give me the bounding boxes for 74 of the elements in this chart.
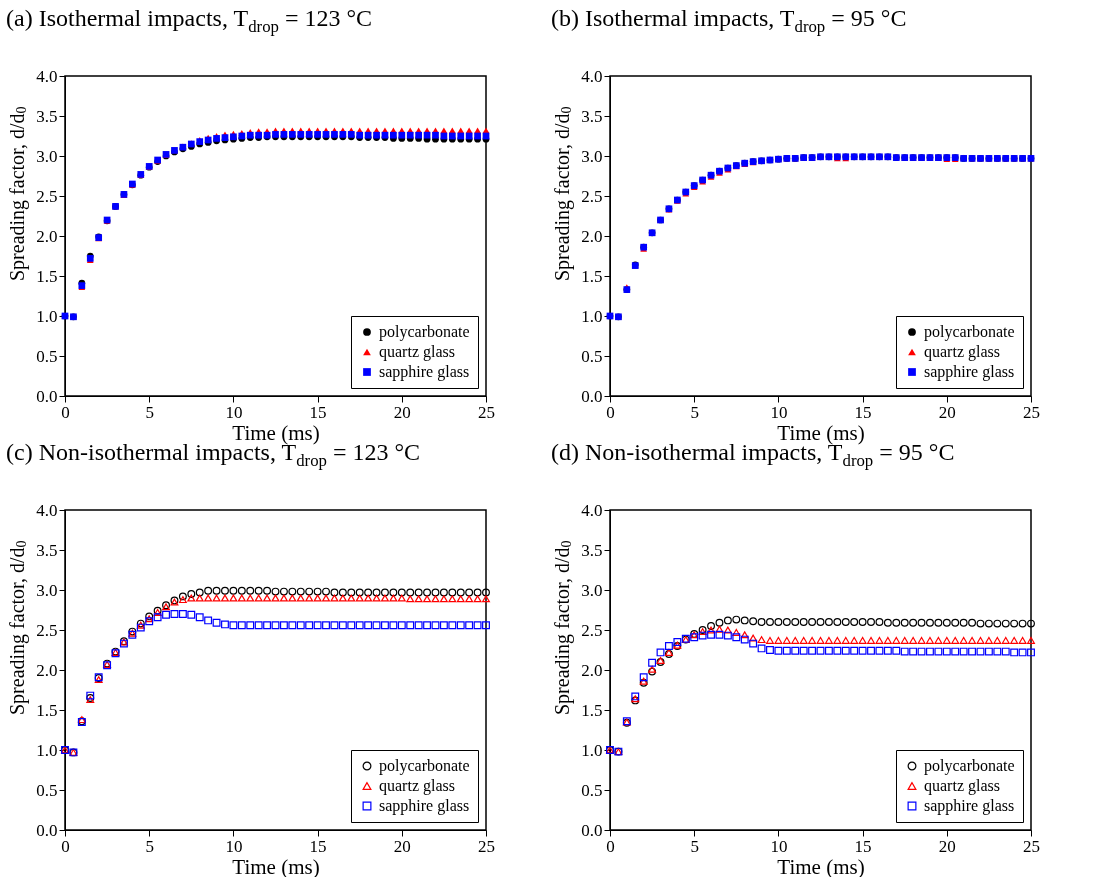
x-tick-label: 25	[478, 402, 495, 422]
y-tick-label: 4.0	[36, 66, 58, 86]
legend-label: quartz glass	[379, 343, 455, 361]
x-tick-label: 20	[938, 402, 956, 422]
x-tick-label: 10	[225, 402, 243, 422]
y-tick-label: 4.0	[581, 66, 603, 86]
y-tick-label: 3.0	[581, 580, 603, 600]
y-tick-label: 2.5	[581, 620, 603, 640]
y-tick-label: 3.5	[36, 540, 58, 560]
x-tick-label: 15	[309, 402, 327, 422]
y-tick-label: 3.5	[581, 106, 603, 126]
y-tick-label: 1.5	[581, 266, 603, 286]
legend-label: polycarbonate	[924, 323, 1015, 341]
y-tick-label: 0.5	[581, 346, 603, 366]
y-tick-label: 2.0	[36, 226, 58, 246]
x-tick-label: 5	[690, 836, 699, 856]
y-tick-label: 3.5	[36, 106, 58, 126]
x-tick-label: 0	[61, 402, 70, 422]
y-tick-label: 3.5	[581, 540, 603, 560]
x-tick-label: 10	[770, 402, 788, 422]
x-tick-label: 15	[854, 836, 872, 856]
y-tick-label: 2.5	[581, 186, 603, 206]
y-tick-label: 1.5	[36, 700, 58, 720]
chart-title: (b) Isothermal impacts, T$_{drop}$ = 95 °C	[551, 4, 908, 36]
y-tick-label: 1.0	[36, 306, 58, 326]
legend-label: sapphire glass	[379, 797, 470, 815]
x-tick-label: 15	[309, 836, 327, 856]
x-tick-label: 10	[225, 836, 243, 856]
y-tick-label: 0.0	[581, 386, 603, 406]
legend-label: polycarbonate	[924, 757, 1015, 775]
y-tick-label: 1.0	[581, 306, 603, 326]
y-tick-label: 2.0	[36, 660, 58, 680]
y-tick-label: 1.5	[36, 266, 58, 286]
y-tick-label: 2.5	[36, 186, 58, 206]
y-tick-label: 2.0	[581, 226, 603, 246]
x-tick-label: 25	[478, 836, 495, 856]
legend-label: sapphire glass	[924, 363, 1015, 381]
x-tick-label: 0	[606, 402, 615, 422]
y-tick-label: 0.5	[36, 780, 58, 800]
legend-label: quartz glass	[379, 777, 455, 795]
y-tick-label: 1.5	[581, 700, 603, 720]
y-tick-label: 0.5	[36, 346, 58, 366]
x-tick-label: 20	[938, 836, 956, 856]
legend-label: sapphire glass	[379, 363, 470, 381]
y-tick-label: 0.5	[581, 780, 603, 800]
x-tick-label: 5	[145, 402, 154, 422]
legend-label: quartz glass	[924, 777, 1000, 795]
y-tick-label: 0.0	[36, 820, 58, 840]
y-tick-label: 3.0	[581, 146, 603, 166]
y-tick-label: 4.0	[36, 500, 58, 520]
x-tick-label: 10	[770, 836, 788, 856]
chart-title: (a) Isothermal impacts, T$_{drop}$ = 123 °C	[6, 4, 374, 36]
x-tick-label: 20	[393, 402, 411, 422]
y-tick-label: 3.0	[36, 146, 58, 166]
x-tick-label: 5	[145, 836, 154, 856]
legend-label: polycarbonate	[379, 323, 470, 341]
y-tick-label: 1.0	[581, 740, 603, 760]
legend-label: quartz glass	[924, 343, 1000, 361]
x-tick-label: 15	[854, 402, 872, 422]
y-tick-label: 1.0	[36, 740, 58, 760]
x-tick-label: 0	[606, 836, 615, 856]
x-tick-label: 20	[393, 836, 411, 856]
y-tick-label: 2.0	[581, 660, 603, 680]
y-tick-label: 4.0	[581, 500, 603, 520]
y-tick-label: 0.0	[36, 386, 58, 406]
y-tick-label: 2.5	[36, 620, 58, 640]
x-tick-label: 0	[61, 836, 70, 856]
y-tick-label: 0.0	[581, 820, 603, 840]
x-tick-label: 5	[690, 402, 699, 422]
legend-label: sapphire glass	[924, 797, 1015, 815]
x-tick-label: 25	[1023, 402, 1040, 422]
y-tick-label: 3.0	[36, 580, 58, 600]
legend-label: polycarbonate	[379, 757, 470, 775]
x-tick-label: 25	[1023, 836, 1040, 856]
